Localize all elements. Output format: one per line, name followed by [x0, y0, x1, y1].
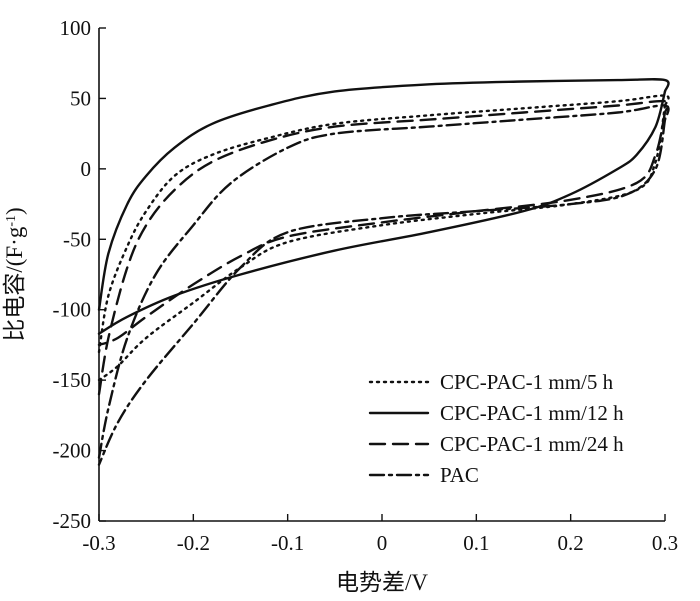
legend: CPC-PAC-1 mm/5 h CPC-PAC-1 mm/12 h CPC-PAC…: [368, 370, 624, 487]
legend-label: PAC: [440, 463, 479, 487]
y-tick-label: -200: [53, 439, 92, 463]
series-line-lower: [97, 104, 667, 382]
y-tick-label: -250: [53, 509, 92, 533]
series-line-upper: [97, 104, 670, 459]
y-axis-title: 比电容/(F·g-1): [2, 207, 27, 341]
y-tick-label: 50: [70, 86, 91, 110]
y-tick-label: 100: [60, 16, 92, 40]
x-tick-label: 0: [377, 531, 388, 555]
series-line-lower: [97, 111, 667, 347]
y-tick-label: -150: [53, 368, 92, 392]
series-line-lower: [97, 118, 667, 466]
legend-label: CPC-PAC-1 mm/24 h: [440, 432, 624, 456]
series-line-upper: [97, 99, 670, 396]
y-ticks: 100 50 0 -50 -100 -150 -200 -250: [53, 16, 106, 533]
y-axis-title-main: 比电容/(F·g: [2, 226, 27, 342]
x-tick-label: -0.1: [271, 531, 304, 555]
y-axis-title-superscript: -1: [4, 215, 19, 227]
series-line-upper: [97, 78, 670, 311]
legend-label: CPC-PAC-1 mm/12 h: [440, 401, 624, 425]
x-tick-label: -0.3: [82, 531, 115, 555]
x-tick-label: -0.2: [177, 531, 210, 555]
y-tick-label: -50: [63, 227, 91, 251]
series-group: [97, 78, 670, 466]
series-4: [97, 104, 670, 466]
series-1: [97, 94, 670, 382]
x-tick-label: 0.2: [558, 531, 584, 555]
series-3: [97, 99, 670, 396]
y-tick-label: 0: [81, 157, 92, 181]
y-axis-title-close: ): [2, 207, 27, 215]
y-tick-label: -100: [53, 298, 92, 322]
x-tick-label: 0.1: [463, 531, 489, 555]
series-line-upper: [97, 94, 670, 354]
series-line-lower: [97, 90, 667, 335]
legend-label: CPC-PAC-1 mm/5 h: [440, 370, 614, 394]
x-tick-label: 0.3: [652, 531, 678, 555]
x-axis-title: 电势差/V: [336, 570, 428, 595]
x-ticks: -0.3 -0.2 -0.1 0 0.1 0.2 0.3: [82, 514, 678, 555]
series-2: [97, 78, 670, 335]
